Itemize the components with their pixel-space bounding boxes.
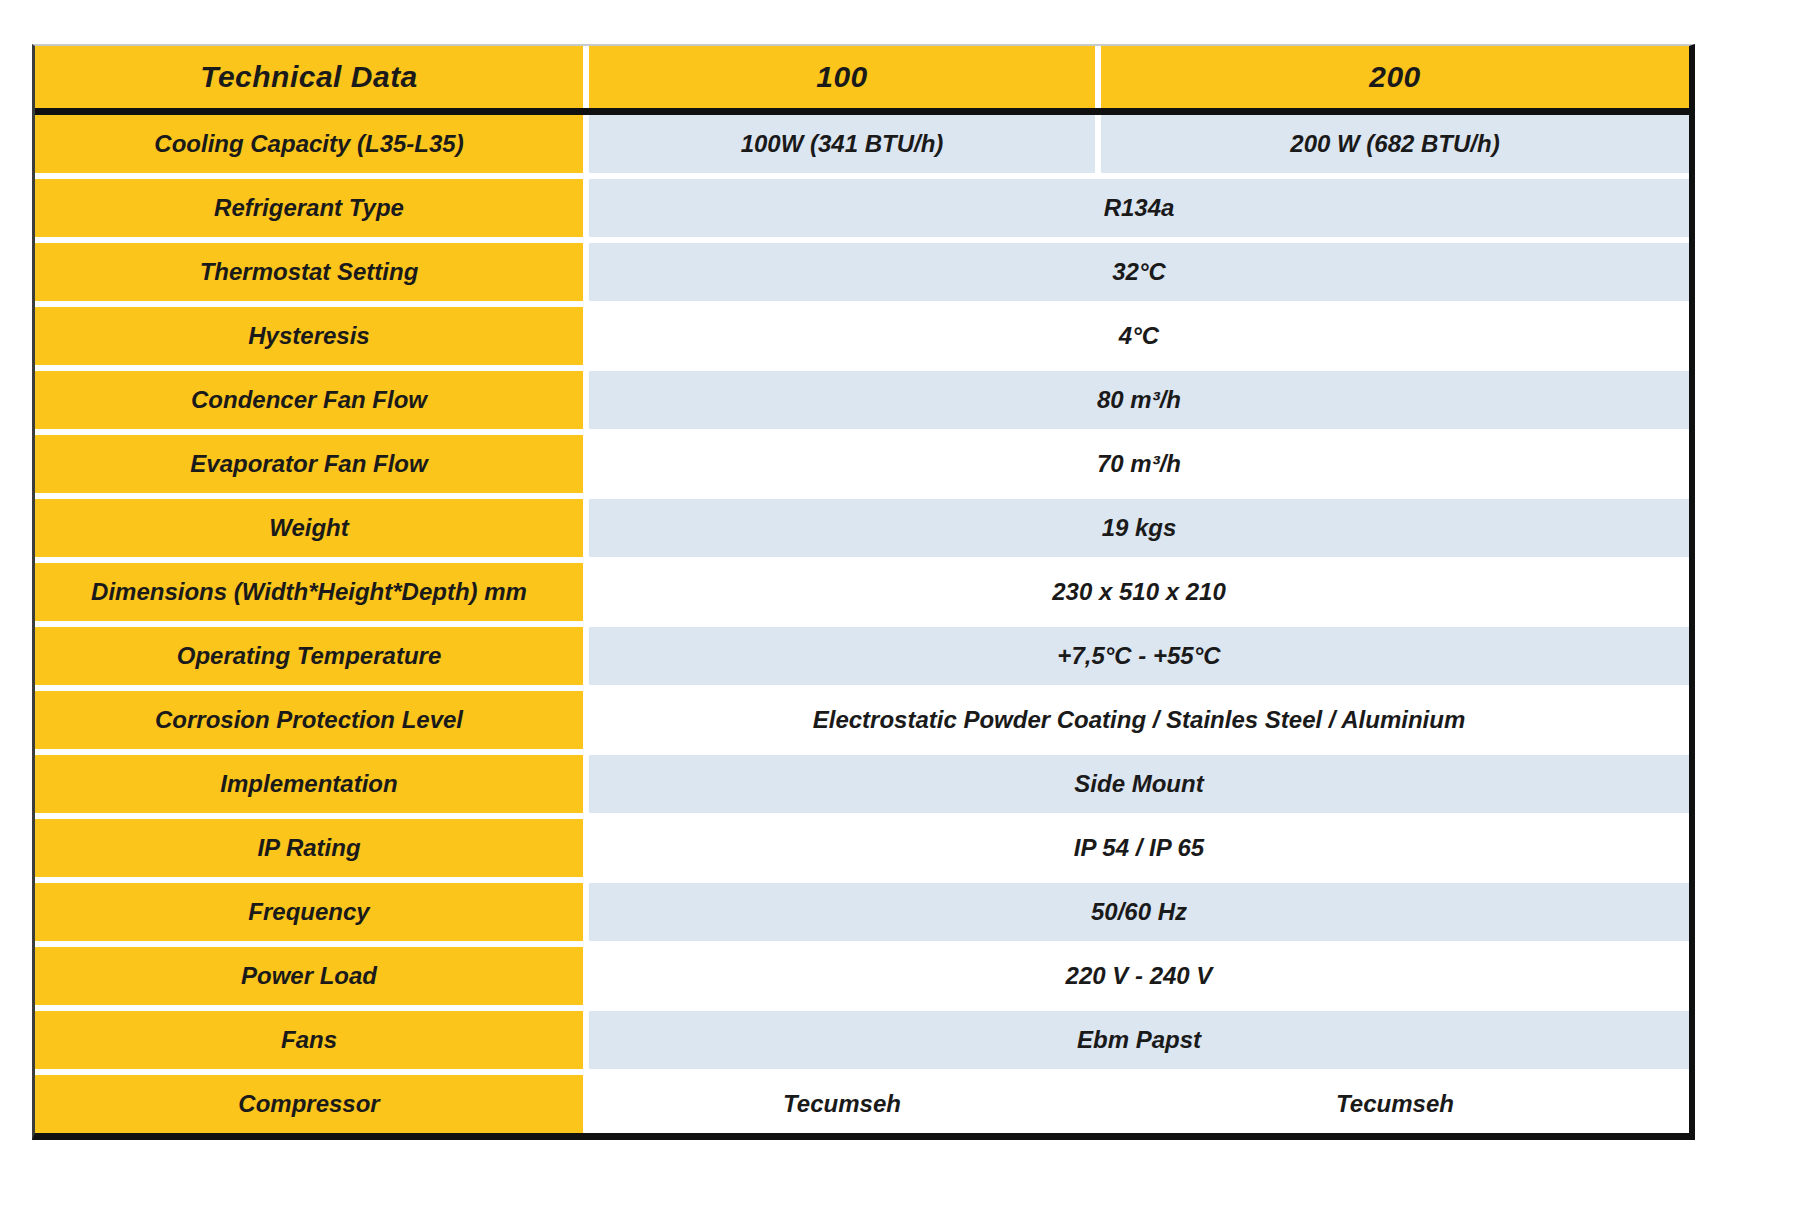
row-label: Hysteresis	[35, 307, 583, 365]
row-label: Fans	[35, 1011, 583, 1069]
table-row: Frequency50/60 Hz	[35, 883, 1689, 941]
table-row: Power Load220 V - 240 V	[35, 947, 1689, 1005]
table-body: Cooling Capacity (L35-L35)100W (341 BTU/…	[35, 115, 1689, 1133]
table-row: ImplementationSide Mount	[35, 755, 1689, 813]
row-label: Cooling Capacity (L35-L35)	[35, 115, 583, 173]
row-label: Frequency	[35, 883, 583, 941]
row-value-100: 100W (341 BTU/h)	[589, 115, 1095, 173]
row-value: R134a	[589, 179, 1689, 237]
row-value-200: 200 W (682 BTU/h)	[1101, 115, 1689, 173]
row-value: 32°C	[589, 243, 1689, 301]
row-value: 19 kgs	[589, 499, 1689, 557]
table-row: Evaporator Fan Flow70 m³/h	[35, 435, 1689, 493]
table-row: Operating Temperature+7,5°C - +55°C	[35, 627, 1689, 685]
row-label: Implementation	[35, 755, 583, 813]
row-value: 80 m³/h	[589, 371, 1689, 429]
row-label: Evaporator Fan Flow	[35, 435, 583, 493]
row-value: Electrostatic Powder Coating / Stainles …	[589, 691, 1689, 749]
table-row: Thermostat Setting32°C	[35, 243, 1689, 301]
row-label: Refrigerant Type	[35, 179, 583, 237]
table-row: Dimensions (Width*Height*Depth) mm230 x …	[35, 563, 1689, 621]
page: Technical Data 100 200 Cooling Capacity …	[0, 0, 1798, 1216]
table-row: Cooling Capacity (L35-L35)100W (341 BTU/…	[35, 115, 1689, 173]
table-row: Hysteresis4°C	[35, 307, 1689, 365]
row-label: IP Rating	[35, 819, 583, 877]
table-row: IP RatingIP 54 / IP 65	[35, 819, 1689, 877]
row-label: Weight	[35, 499, 583, 557]
table-row: Refrigerant TypeR134a	[35, 179, 1689, 237]
table-row: Corrosion Protection LevelElectrostatic …	[35, 691, 1689, 749]
table-row: CompressorTecumsehTecumseh	[35, 1075, 1689, 1133]
header-model-100: 100	[589, 46, 1095, 108]
row-value: Side Mount	[589, 755, 1689, 813]
row-label: Dimensions (Width*Height*Depth) mm	[35, 563, 583, 621]
row-value-200: Tecumseh	[1101, 1075, 1689, 1133]
row-label: Corrosion Protection Level	[35, 691, 583, 749]
row-label: Power Load	[35, 947, 583, 1005]
header-technical-data: Technical Data	[35, 46, 583, 108]
row-value: IP 54 / IP 65	[589, 819, 1689, 877]
row-label: Condencer Fan Flow	[35, 371, 583, 429]
row-value: Ebm Papst	[589, 1011, 1689, 1069]
row-label: Thermostat Setting	[35, 243, 583, 301]
row-value: 220 V - 240 V	[589, 947, 1689, 1005]
table-row: Weight19 kgs	[35, 499, 1689, 557]
table-row: Condencer Fan Flow80 m³/h	[35, 371, 1689, 429]
row-value: 70 m³/h	[589, 435, 1689, 493]
table-header-row: Technical Data 100 200	[35, 46, 1689, 115]
row-value: 50/60 Hz	[589, 883, 1689, 941]
row-value: 230 x 510 x 210	[589, 563, 1689, 621]
table-row: FansEbm Papst	[35, 1011, 1689, 1069]
row-value: 4°C	[589, 307, 1689, 365]
header-model-200: 200	[1101, 46, 1689, 108]
technical-data-table: Technical Data 100 200 Cooling Capacity …	[32, 44, 1695, 1140]
row-value-100: Tecumseh	[589, 1075, 1095, 1133]
row-label: Operating Temperature	[35, 627, 583, 685]
row-value: +7,5°C - +55°C	[589, 627, 1689, 685]
row-label: Compressor	[35, 1075, 583, 1133]
